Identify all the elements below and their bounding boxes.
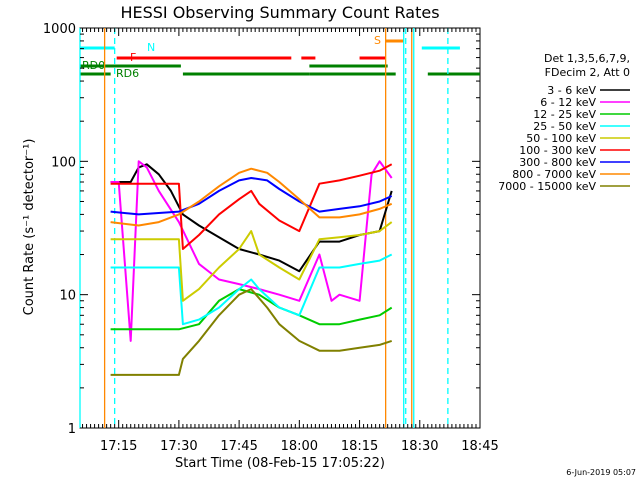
y-tick-label: 100 bbox=[51, 155, 76, 170]
flag-label-f: F bbox=[130, 51, 136, 64]
flag-label-rd6: RD6 bbox=[116, 67, 139, 80]
legend-entry-label: 6 - 12 keV bbox=[540, 96, 596, 109]
legend-entry-label: 25 - 50 keV bbox=[533, 120, 596, 133]
x-tick-label: 18:45 bbox=[461, 439, 498, 454]
x-tick-label: 17:15 bbox=[100, 439, 137, 454]
series-layer bbox=[110, 160, 393, 376]
flag-label-rd0: RD0 bbox=[82, 59, 105, 72]
y-tick-label: 1000 bbox=[43, 22, 76, 37]
x-tick-label: 17:45 bbox=[220, 439, 257, 454]
x-tick-label: 18:15 bbox=[341, 439, 378, 454]
series-line-2 bbox=[110, 160, 393, 342]
y-tick-label: 1 bbox=[68, 422, 76, 437]
legend-entry-label: 3 - 6 keV bbox=[547, 84, 596, 97]
legend: Det 1,3,5,6,7,9, FDecim 2, Att 0 3 - 6 k… bbox=[498, 52, 630, 193]
legend-entry-label: 800 - 7000 keV bbox=[512, 168, 596, 181]
y-axis: 1 10 100 1000 bbox=[43, 22, 480, 437]
legend-entry-label: 100 - 300 keV bbox=[519, 144, 596, 157]
series-line-1 bbox=[110, 163, 393, 273]
series-line-4 bbox=[110, 253, 393, 326]
x-tick-label: 18:00 bbox=[281, 439, 318, 454]
vertical-markers bbox=[79, 28, 449, 428]
legend-entry-label: 12 - 25 keV bbox=[533, 108, 596, 121]
legend-header-line-1: Det 1,3,5,6,7,9, bbox=[544, 52, 630, 65]
series-line-6 bbox=[110, 163, 393, 250]
footer-date: 6-Jun-2019 05:07 bbox=[566, 468, 636, 477]
y-axis-title: Count Rate (s⁻¹ detector⁻¹) bbox=[22, 139, 37, 316]
flag-bars: NF S RD0 RD6 bbox=[80, 34, 480, 80]
series-line-8 bbox=[110, 167, 393, 227]
legend-entry-label: 300 - 800 keV bbox=[519, 156, 596, 169]
x-tick-label: 17:30 bbox=[160, 439, 197, 454]
legend-header-line-2: FDecim 2, Att 0 bbox=[545, 66, 630, 79]
series-line-5 bbox=[110, 221, 393, 302]
legend-entry-label: 50 - 100 keV bbox=[526, 132, 596, 145]
flag-label-s: S bbox=[374, 34, 381, 47]
legend-entry-label: 7000 - 15000 keV bbox=[498, 180, 596, 193]
x-tick-label: 18:30 bbox=[401, 439, 438, 454]
y-tick-label: 10 bbox=[59, 289, 76, 304]
x-axis: 17:15 17:30 17:45 18:00 18:15 18:30 18:45 bbox=[82, 28, 499, 454]
flag-label-n: N bbox=[147, 41, 155, 54]
x-axis-title: Start Time (08-Feb-15 17:05:22) bbox=[175, 456, 385, 471]
chart-title: HESSI Observing Summary Count Rates bbox=[120, 3, 439, 22]
series-line-9 bbox=[110, 288, 393, 376]
series-line-3 bbox=[110, 288, 393, 331]
